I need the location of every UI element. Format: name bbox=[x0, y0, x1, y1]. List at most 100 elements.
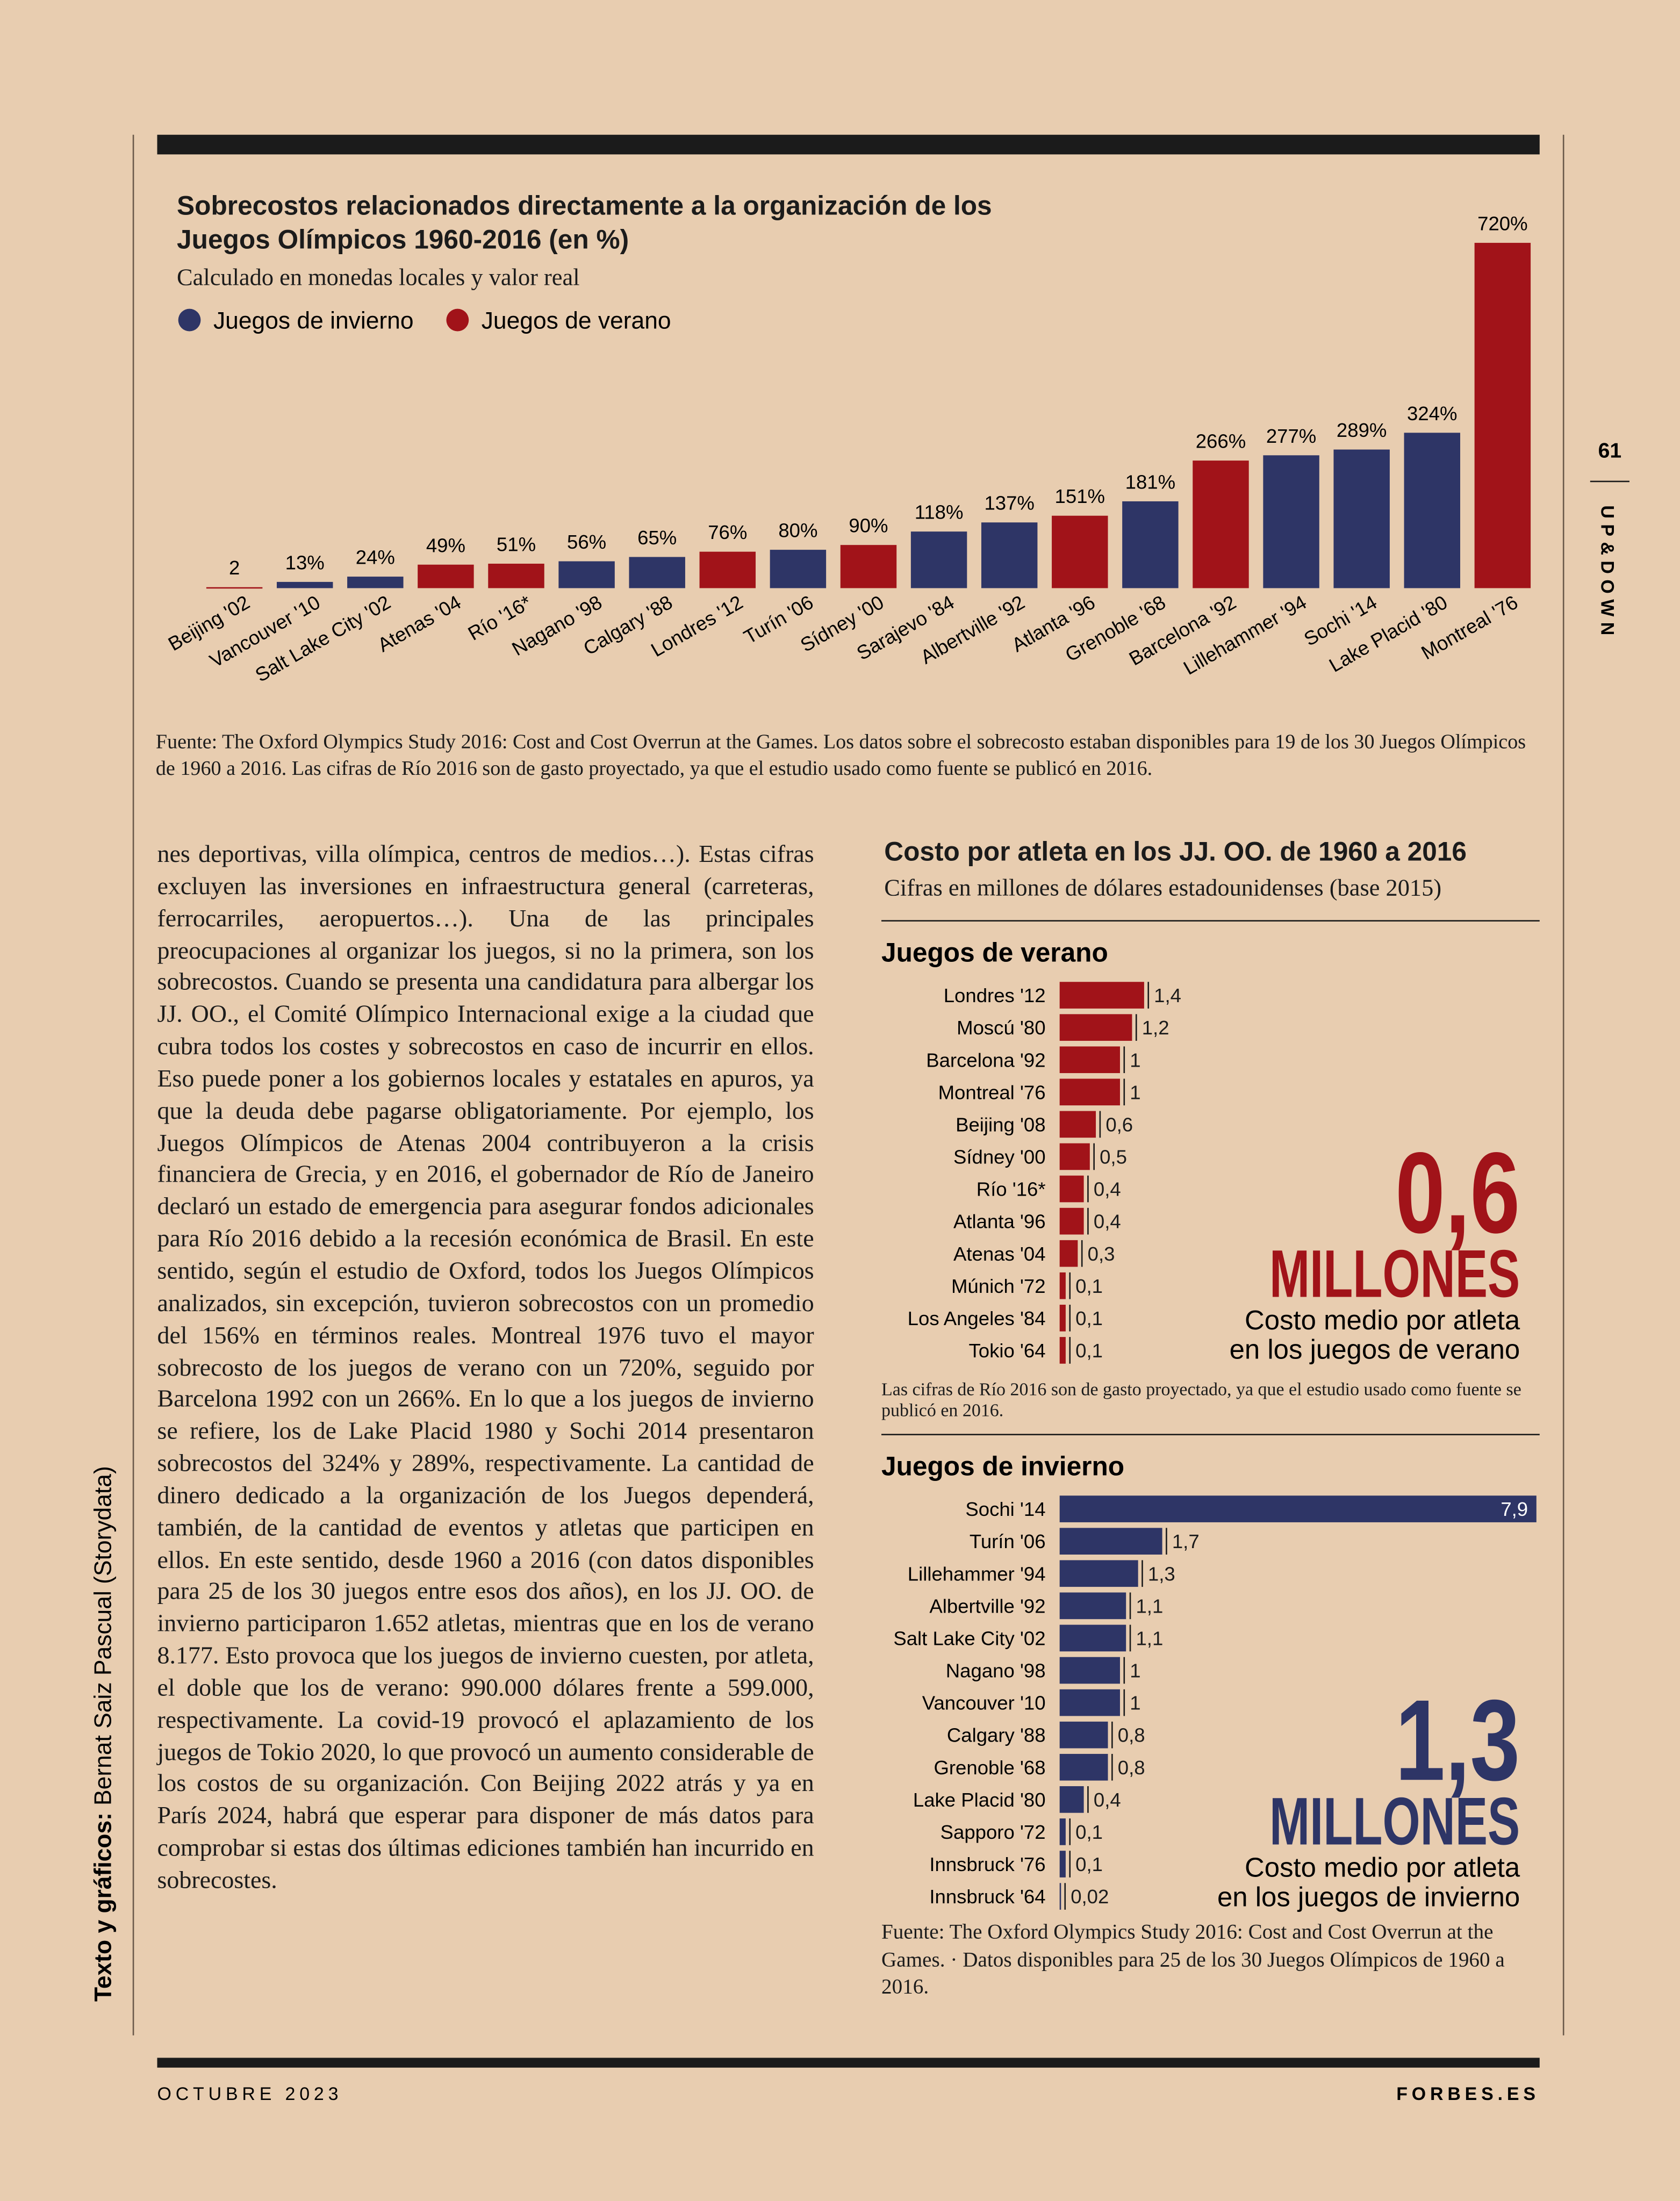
value-label: 0,6 bbox=[1105, 1113, 1133, 1135]
footer-right: FORBES.ES bbox=[1396, 2084, 1540, 2104]
bar bbox=[1059, 1883, 1061, 1910]
section-subtitle: Cifras en millones de dólares estadounid… bbox=[884, 874, 1442, 902]
legend-swatch bbox=[446, 308, 469, 332]
bar bbox=[1059, 1818, 1066, 1845]
bar bbox=[1059, 1657, 1120, 1684]
value-label: 49% bbox=[426, 534, 465, 556]
body-text: nes deportivas, villa olímpica, centros … bbox=[157, 839, 814, 1894]
bar bbox=[488, 563, 544, 588]
y-tick-label: Atenas '04 bbox=[953, 1243, 1046, 1265]
x-tick-label: Lillehammer '94 bbox=[1180, 591, 1310, 679]
bar bbox=[1059, 1592, 1126, 1620]
y-tick-label: Múnich '72 bbox=[951, 1275, 1046, 1297]
bottom-rule bbox=[157, 2058, 1540, 2068]
value-label: 2 bbox=[229, 557, 240, 579]
y-tick-label: Londres '12 bbox=[944, 984, 1046, 1006]
value-label: 277% bbox=[1266, 425, 1316, 447]
highlight-value: 1,3 bbox=[1395, 1675, 1520, 1804]
y-tick-label: Lillehammer '94 bbox=[908, 1563, 1046, 1585]
y-tick-label: Los Angeles '84 bbox=[908, 1307, 1046, 1329]
y-tick-label: Albertville '92 bbox=[929, 1595, 1045, 1617]
value-label: 720% bbox=[1477, 212, 1527, 234]
value-label: 0,1 bbox=[1075, 1821, 1103, 1843]
value-label: 13% bbox=[285, 551, 325, 573]
value-label: 0,02 bbox=[1071, 1886, 1109, 1908]
bar bbox=[1059, 1851, 1066, 1878]
value-label: 1 bbox=[1130, 1049, 1140, 1071]
bar bbox=[1059, 1624, 1126, 1652]
y-tick-label: Tokio '64 bbox=[968, 1340, 1045, 1362]
chart-note: Las cifras de Río 2016 son de gasto proy… bbox=[881, 1378, 1521, 1421]
value-label: 7,9 bbox=[1500, 1498, 1528, 1520]
bar bbox=[1193, 461, 1249, 588]
bar bbox=[1059, 1272, 1066, 1299]
value-label: 1,1 bbox=[1136, 1595, 1163, 1617]
value-label: 324% bbox=[1407, 402, 1457, 425]
value-label: 0,1 bbox=[1075, 1307, 1103, 1329]
bar bbox=[1059, 1495, 1537, 1522]
y-tick-label: Atlanta '96 bbox=[953, 1211, 1046, 1233]
value-label: 80% bbox=[778, 520, 817, 542]
value-label: 0,5 bbox=[1100, 1146, 1127, 1168]
value-label: 24% bbox=[356, 546, 395, 569]
value-label: 51% bbox=[497, 533, 536, 555]
chart-source: Fuente: The Oxford Olympics Study 2016: … bbox=[155, 731, 1526, 780]
y-tick-label: Barcelona '92 bbox=[926, 1049, 1045, 1071]
value-label: 266% bbox=[1196, 430, 1246, 452]
highlight-caption: en los juegos de invierno bbox=[1217, 1881, 1520, 1912]
y-tick-label: Beijing '08 bbox=[956, 1113, 1045, 1135]
panel-title: Juegos de verano bbox=[881, 937, 1108, 967]
bar bbox=[1059, 1689, 1120, 1716]
bar bbox=[1059, 1240, 1078, 1267]
x-tick-label: Lake Placid '80 bbox=[1325, 591, 1451, 677]
bar bbox=[1059, 1207, 1084, 1235]
value-label: 1 bbox=[1130, 1692, 1140, 1714]
section-title: Costo por atleta en los JJ. OO. de 1960 … bbox=[884, 838, 1467, 868]
bar bbox=[1059, 1111, 1096, 1138]
bar bbox=[1059, 1337, 1066, 1364]
bar bbox=[770, 550, 827, 588]
bar bbox=[418, 564, 474, 588]
y-tick-label: Sapporo '72 bbox=[940, 1821, 1046, 1843]
y-tick-label: Innsbruck '64 bbox=[929, 1886, 1045, 1908]
bar bbox=[1059, 1014, 1132, 1041]
value-label: 1,3 bbox=[1148, 1563, 1175, 1585]
bar bbox=[1059, 1143, 1090, 1170]
credit: Texto y gráficos: Bernat Saiz Pascual (St… bbox=[90, 1466, 116, 2002]
y-tick-label: Salt Lake City '02 bbox=[893, 1627, 1045, 1649]
bar bbox=[629, 557, 685, 588]
bar bbox=[1263, 455, 1319, 588]
legend-swatch bbox=[178, 308, 201, 332]
value-label: 1,4 bbox=[1154, 984, 1181, 1006]
top-rule bbox=[157, 134, 1540, 155]
value-label: 151% bbox=[1055, 485, 1105, 507]
legend-label: Juegos de verano bbox=[482, 307, 671, 334]
value-label: 0,4 bbox=[1094, 1789, 1121, 1811]
value-label: 1,7 bbox=[1172, 1530, 1200, 1552]
panel-title: Juegos de invierno bbox=[881, 1451, 1124, 1481]
bar bbox=[840, 545, 897, 588]
value-label: 0,1 bbox=[1075, 1853, 1103, 1875]
bar bbox=[1122, 501, 1179, 588]
highlight-unit: MILLONES bbox=[1269, 1236, 1520, 1312]
bar bbox=[1059, 1560, 1138, 1587]
value-label: 118% bbox=[915, 501, 964, 523]
value-label: 137% bbox=[984, 492, 1034, 514]
y-tick-label: Lake Placid '80 bbox=[913, 1789, 1046, 1811]
highlight-caption: en los juegos de verano bbox=[1230, 1334, 1520, 1365]
highlight-value: 0,6 bbox=[1395, 1128, 1520, 1257]
bar bbox=[1059, 1753, 1108, 1781]
bar bbox=[1059, 982, 1144, 1009]
bar bbox=[1059, 1786, 1084, 1813]
value-label: 0,8 bbox=[1118, 1724, 1145, 1746]
credit-label: Texto y gráficos: bbox=[90, 1812, 116, 2002]
bar bbox=[1059, 1046, 1120, 1074]
section-name: UP&DOWN bbox=[1597, 505, 1618, 641]
y-tick-label: Moscú '80 bbox=[957, 1017, 1045, 1039]
value-label: 0,1 bbox=[1075, 1340, 1103, 1362]
value-label: 181% bbox=[1125, 471, 1175, 493]
value-label: 56% bbox=[567, 531, 606, 553]
page-number: 61 bbox=[1598, 440, 1622, 463]
credit-name: Bernat Saiz Pascual (Storydata) bbox=[90, 1466, 116, 1806]
